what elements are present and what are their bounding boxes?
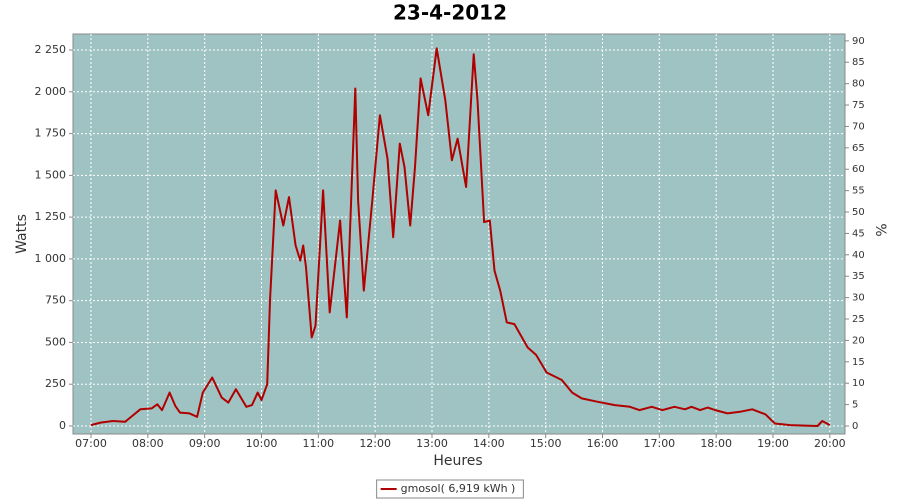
y-tick-label: 2 000 (35, 85, 67, 98)
y-tick-label: 1 250 (35, 210, 67, 223)
x-tick-label: 10:00 (246, 437, 278, 450)
y-tick-label: 2 250 (35, 43, 67, 56)
y2-tick-label: 5 (852, 400, 858, 411)
y2-axis-label: % (872, 223, 888, 236)
x-tick-label: 17:00 (643, 437, 675, 450)
y2-tick-label: 15 (852, 357, 865, 368)
y-tick-label: 1 000 (35, 252, 67, 265)
data-line (90, 47, 831, 427)
x-tick-label: 11:00 (302, 437, 334, 450)
y2-tick-label: 60 (852, 164, 865, 175)
y-tick-label: 500 (45, 335, 66, 348)
y-tick-label: 1 750 (35, 127, 67, 140)
y2-tick-label: 10 (852, 378, 865, 389)
x-tick-label: 18:00 (700, 437, 732, 450)
y2-tick-label: 65 (852, 143, 865, 154)
legend-label: gmosol( 6,919 kWh ) (401, 482, 516, 495)
y2-tick-label: 40 (852, 250, 865, 261)
x-tick-label: 13:00 (416, 437, 448, 450)
y2-tick-label: 80 (852, 79, 865, 90)
chart-title: 23-4-2012 (393, 1, 507, 25)
y2-tick-label: 70 (852, 121, 865, 132)
y2-tick-label: 20 (852, 335, 865, 346)
y2-tick-label: 25 (852, 314, 865, 325)
y-tick-label: 1 500 (35, 168, 67, 181)
y2-tick-label: 50 (852, 207, 865, 218)
y2-tick-label: 45 (852, 228, 865, 239)
y2-tick-label: 0 (852, 421, 858, 432)
legend-box (376, 479, 524, 499)
x-tick-label: 16:00 (587, 437, 619, 450)
y2-tick-label: 90 (852, 36, 865, 47)
x-axis-label: Heures (433, 453, 482, 469)
x-tick-label: 14:00 (473, 437, 505, 450)
x-tick-label: 09:00 (189, 437, 221, 450)
x-tick-label: 12:00 (359, 437, 391, 450)
x-tick-label: 08:00 (132, 437, 164, 450)
y-axis-label: Watts (14, 214, 30, 254)
y2-tick-label: 30 (852, 293, 865, 304)
x-tick-label: 15:00 (530, 437, 562, 450)
x-tick-label: 19:00 (757, 437, 789, 450)
x-tick-label: 20:00 (814, 437, 846, 450)
y2-tick-label: 55 (852, 186, 865, 197)
plot-area (72, 33, 846, 435)
x-tick-label: 07:00 (75, 437, 107, 450)
y2-tick-label: 75 (852, 100, 865, 111)
y-tick-label: 750 (45, 294, 66, 307)
legend: gmosol( 6,919 kWh ) (376, 479, 524, 499)
y-tick-label: 0 (59, 419, 66, 432)
y2-tick-label: 35 (852, 271, 865, 282)
y2-tick-label: 85 (852, 57, 865, 68)
y-tick-label: 250 (45, 377, 66, 390)
